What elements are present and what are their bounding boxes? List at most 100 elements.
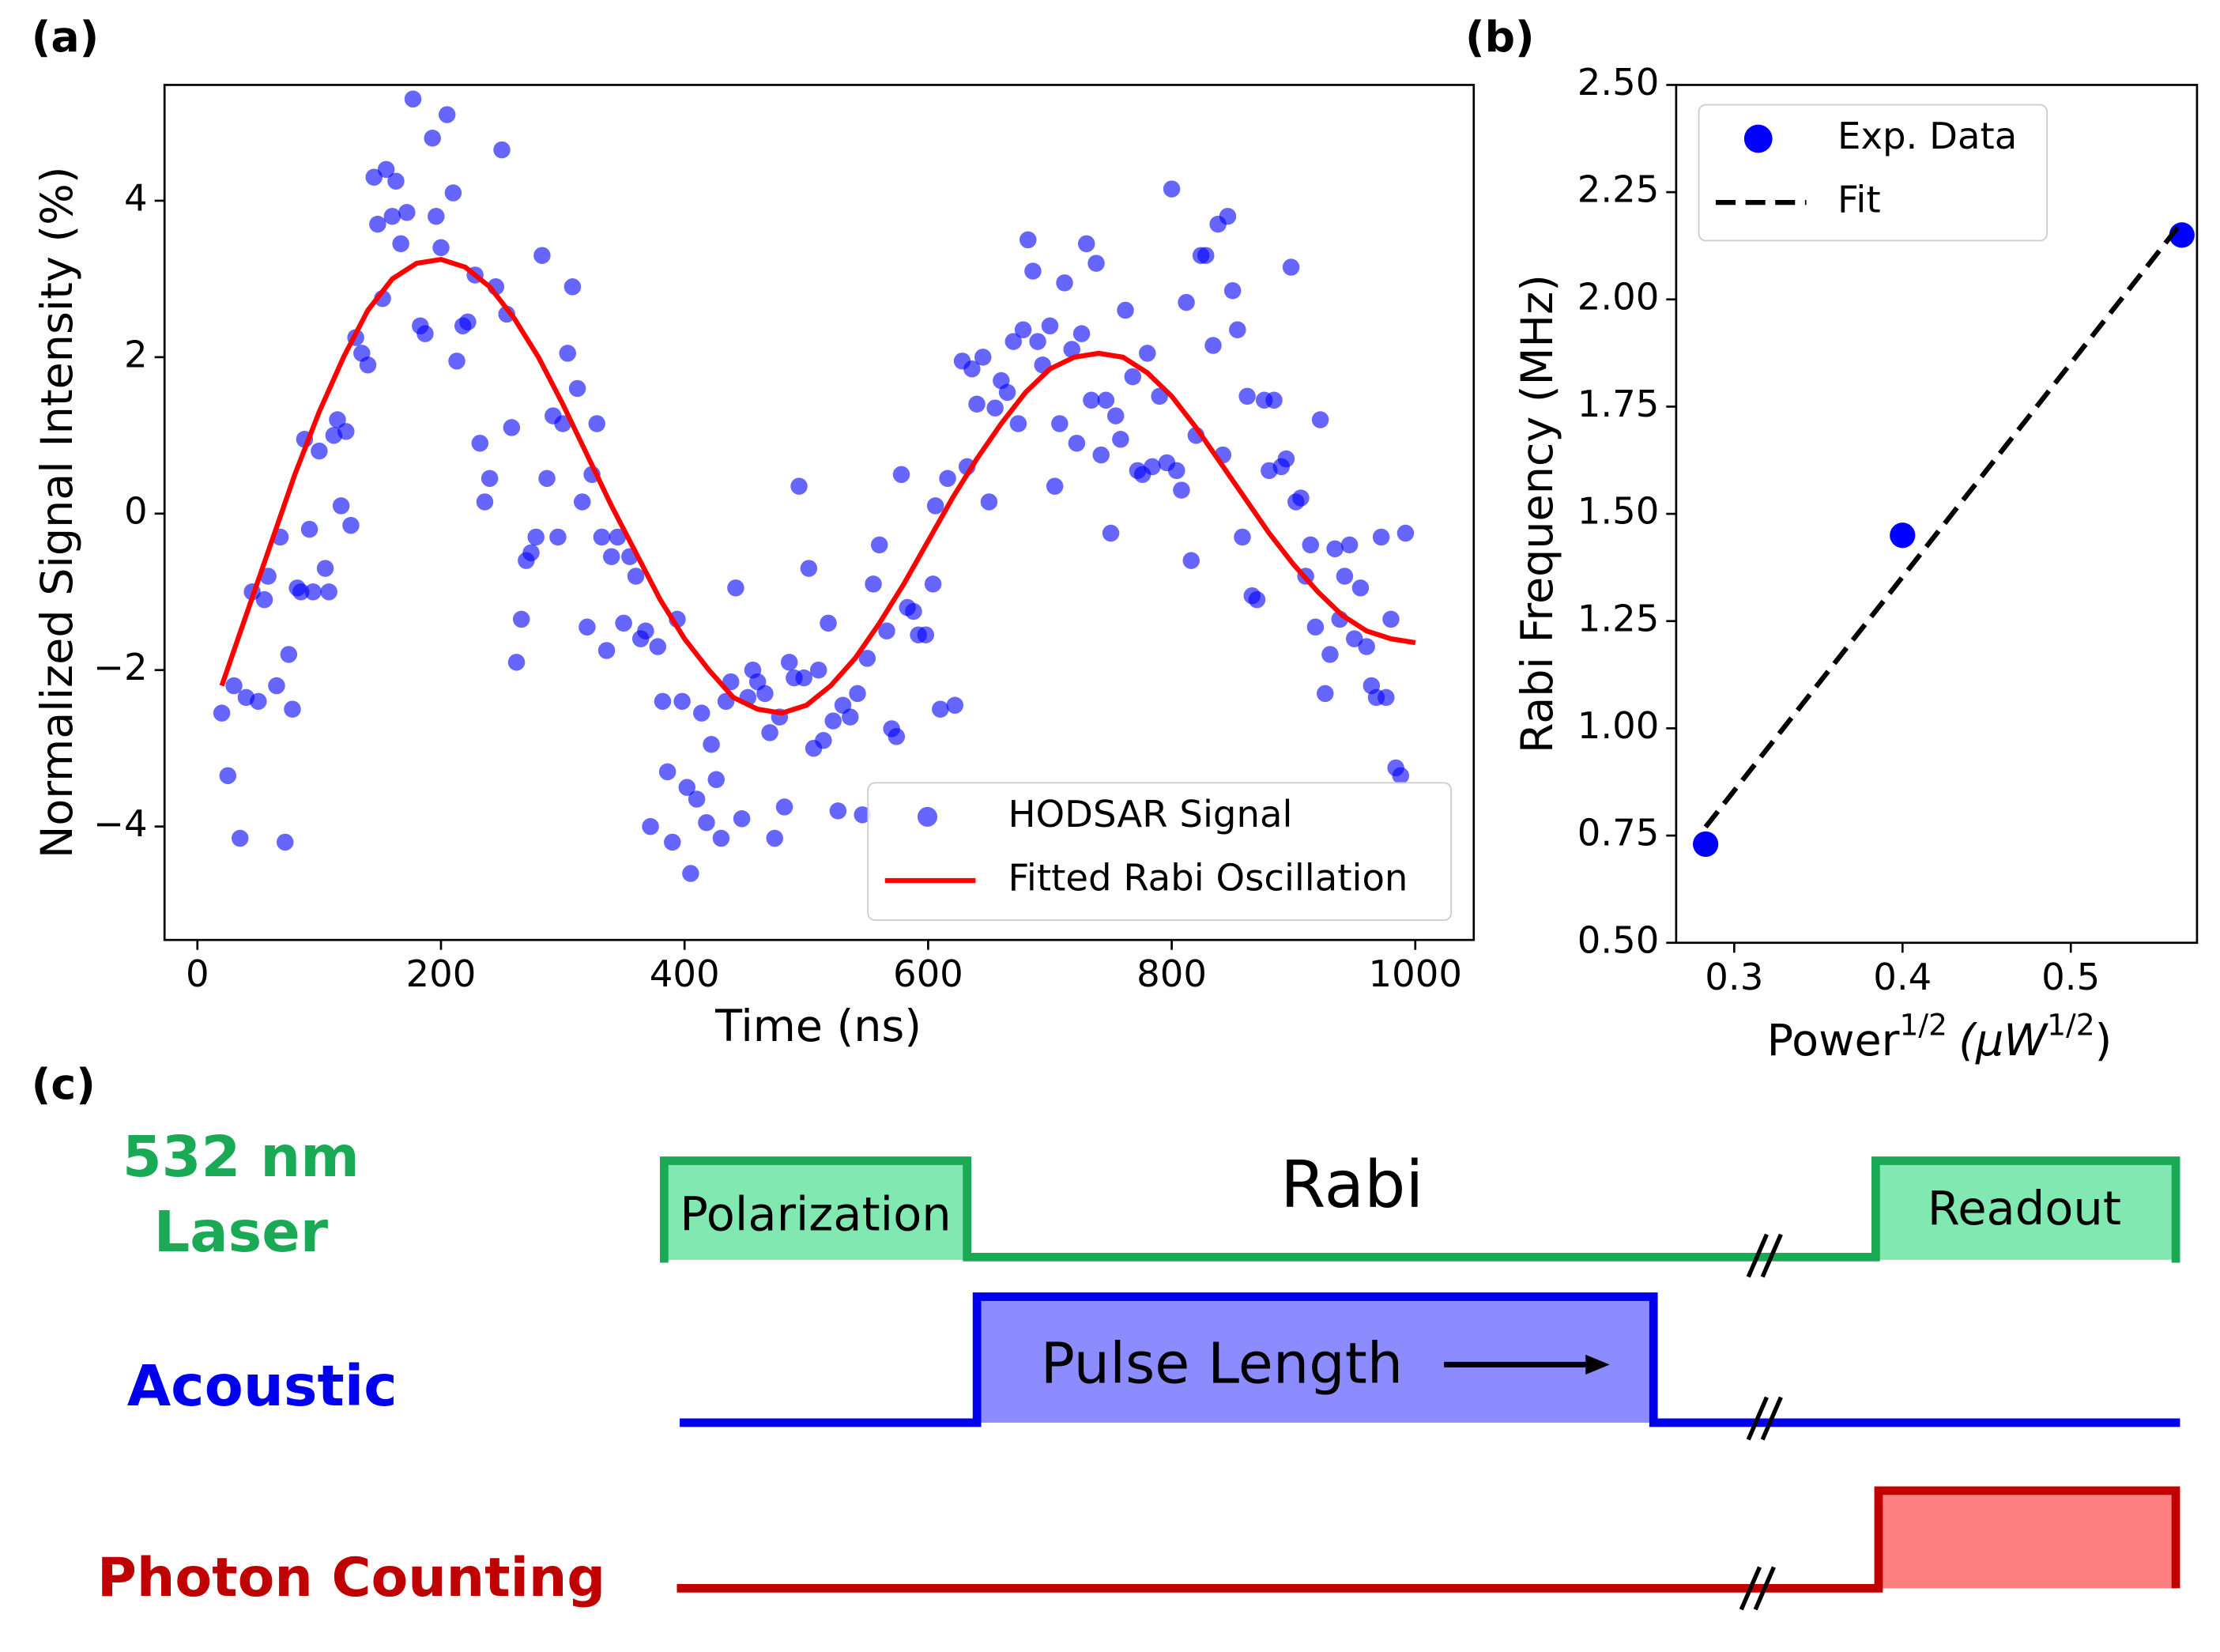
data-point <box>1024 262 1042 280</box>
data-point <box>383 207 401 225</box>
data-point <box>664 833 681 851</box>
data-point <box>878 622 895 639</box>
y-tick-label: −4 <box>93 802 148 845</box>
panel-label: (b) <box>1465 12 1535 62</box>
data-point <box>1265 391 1283 409</box>
label-part: Power <box>1767 1015 1900 1066</box>
data-point <box>905 602 922 620</box>
data-point <box>766 829 783 847</box>
plot-frame <box>163 84 1476 941</box>
data-point <box>438 106 456 123</box>
data-point <box>712 829 730 847</box>
data-point <box>1004 333 1023 350</box>
data-point <box>329 411 346 428</box>
data-point <box>387 172 405 190</box>
x-tick-label: 1000 <box>1369 952 1462 995</box>
data-point <box>471 434 489 452</box>
y-tick-label: 2.50 <box>1577 61 1660 104</box>
data-point <box>1392 767 1410 785</box>
data-point <box>939 470 956 488</box>
data-point <box>1051 415 1069 432</box>
data-point <box>654 692 672 711</box>
legend-label: Fitted Rabi Oscillation <box>1008 856 1408 899</box>
data-point <box>549 528 567 546</box>
data-point <box>1321 646 1339 663</box>
data-point <box>756 685 774 703</box>
label-part: ) <box>2095 1015 2113 1066</box>
data-point <box>998 383 1016 402</box>
block-label: Polarization <box>680 1186 951 1241</box>
legend-marker <box>1743 124 1773 153</box>
data-point <box>559 345 576 362</box>
data-point <box>1020 231 1037 249</box>
data-point <box>1277 450 1295 468</box>
data-point <box>1097 391 1115 409</box>
x-tick-label: 0.5 <box>2041 956 2100 998</box>
legend-label: Exp. Data <box>1837 115 2017 157</box>
data-point <box>986 399 1004 417</box>
data-point <box>1029 333 1046 350</box>
data-point <box>342 516 360 534</box>
data-point <box>688 790 706 808</box>
data-point <box>615 614 632 632</box>
data-point <box>404 90 422 108</box>
data-point <box>563 278 582 296</box>
legend-marker <box>917 806 938 827</box>
y-tick-label: −2 <box>93 646 148 688</box>
data-point <box>917 626 935 643</box>
data-point <box>1223 281 1242 300</box>
data-point <box>1890 522 1916 549</box>
legend-label: HODSAR Signal <box>1008 793 1293 835</box>
data-point <box>865 575 882 593</box>
label-part: 1/2 <box>2047 1007 2095 1042</box>
data-point <box>1197 247 1215 264</box>
y-tick-label: 1.25 <box>1577 597 1660 639</box>
data-point <box>1204 337 1222 354</box>
data-point <box>829 802 847 820</box>
data-point <box>974 349 992 366</box>
data-point <box>1351 579 1370 597</box>
data-point <box>284 700 301 718</box>
data-point <box>476 493 494 511</box>
data-point <box>1092 446 1110 464</box>
data-point <box>1302 536 1320 554</box>
data-point <box>392 235 409 253</box>
data-point <box>377 160 395 179</box>
data-point <box>1117 301 1134 319</box>
data-point <box>554 415 571 432</box>
data-point <box>219 767 237 785</box>
data-point <box>432 239 450 257</box>
data-point <box>678 779 696 796</box>
data-point <box>1219 207 1237 225</box>
data-point <box>1139 345 1156 362</box>
data-point <box>1041 317 1059 335</box>
data-point <box>963 360 981 378</box>
data-point <box>1068 434 1086 452</box>
channel-label: Acoustic <box>127 1353 398 1419</box>
data-point <box>1144 458 1161 476</box>
data-point <box>424 130 441 147</box>
x-axis-label: Time (ns) <box>714 1001 922 1052</box>
data-point <box>231 829 249 847</box>
data-point <box>703 736 720 753</box>
data-point <box>538 470 556 488</box>
timing-diagram: 532 nm Laser Acoustic Photon Counting Po… <box>97 1124 2180 1611</box>
data-point <box>503 419 521 436</box>
y-tick-label: 1.00 <box>1577 704 1660 747</box>
data-point <box>579 618 596 636</box>
data-point <box>980 493 998 511</box>
data-point <box>1083 391 1100 409</box>
data-point <box>968 395 986 413</box>
legend-box <box>867 782 1453 921</box>
x-axis-label: Power1/2 (μW1/2) <box>1767 1007 2113 1066</box>
data-point <box>527 528 545 546</box>
data-point <box>809 661 827 679</box>
data-point <box>858 650 876 667</box>
data-point <box>1693 831 1719 858</box>
panel-label: (a) <box>32 12 99 62</box>
y-tick-label: 0 <box>124 489 148 532</box>
data-point <box>707 771 725 789</box>
x-tick-label: 0.3 <box>1705 956 1763 998</box>
data-point <box>597 642 616 659</box>
data-point <box>780 654 798 671</box>
